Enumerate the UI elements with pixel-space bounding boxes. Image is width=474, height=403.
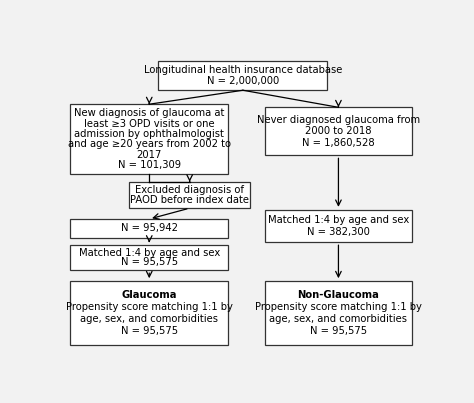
Text: Matched 1:4 by age and sex: Matched 1:4 by age and sex xyxy=(79,248,220,258)
Text: age, sex, and comorbidities: age, sex, and comorbidities xyxy=(80,314,218,324)
Text: Propensity score matching 1:1 by: Propensity score matching 1:1 by xyxy=(66,302,233,312)
Text: least ≥3 OPD visits or one: least ≥3 OPD visits or one xyxy=(84,119,215,129)
Text: N = 1,860,528: N = 1,860,528 xyxy=(302,138,375,148)
FancyBboxPatch shape xyxy=(265,281,412,345)
Text: New diagnosis of glaucoma at: New diagnosis of glaucoma at xyxy=(74,108,224,118)
Text: age, sex, and comorbidities: age, sex, and comorbidities xyxy=(269,314,408,324)
FancyBboxPatch shape xyxy=(70,219,228,238)
Text: PAOD before index date: PAOD before index date xyxy=(130,195,249,205)
Text: N = 101,309: N = 101,309 xyxy=(118,160,181,170)
Text: and age ≥20 years from 2002 to: and age ≥20 years from 2002 to xyxy=(68,139,231,149)
FancyBboxPatch shape xyxy=(70,104,228,174)
Text: Glaucoma: Glaucoma xyxy=(121,290,177,300)
FancyBboxPatch shape xyxy=(265,210,412,242)
Text: Propensity score matching 1:1 by: Propensity score matching 1:1 by xyxy=(255,302,422,312)
FancyBboxPatch shape xyxy=(158,61,328,90)
Text: 2017: 2017 xyxy=(137,150,162,160)
Text: 2000 to 2018: 2000 to 2018 xyxy=(305,127,372,136)
Text: N = 2,000,000: N = 2,000,000 xyxy=(207,76,279,86)
Text: N = 95,575: N = 95,575 xyxy=(310,326,367,336)
Text: N = 382,300: N = 382,300 xyxy=(307,227,370,237)
Text: admission by ophthalmologist: admission by ophthalmologist xyxy=(74,129,224,139)
Text: Excluded diagnosis of: Excluded diagnosis of xyxy=(135,185,244,195)
Text: N = 95,575: N = 95,575 xyxy=(121,326,178,336)
Text: Matched 1:4 by age and sex: Matched 1:4 by age and sex xyxy=(268,215,409,225)
FancyBboxPatch shape xyxy=(70,281,228,345)
FancyBboxPatch shape xyxy=(265,107,412,156)
Text: N = 95,942: N = 95,942 xyxy=(121,223,178,233)
FancyBboxPatch shape xyxy=(129,182,250,208)
Text: N = 95,575: N = 95,575 xyxy=(121,257,178,267)
Text: Never diagnosed glaucoma from: Never diagnosed glaucoma from xyxy=(257,114,420,125)
Text: Non-Glaucoma: Non-Glaucoma xyxy=(298,290,379,300)
FancyBboxPatch shape xyxy=(70,245,228,270)
Text: Longitudinal health insurance database: Longitudinal health insurance database xyxy=(144,65,342,75)
